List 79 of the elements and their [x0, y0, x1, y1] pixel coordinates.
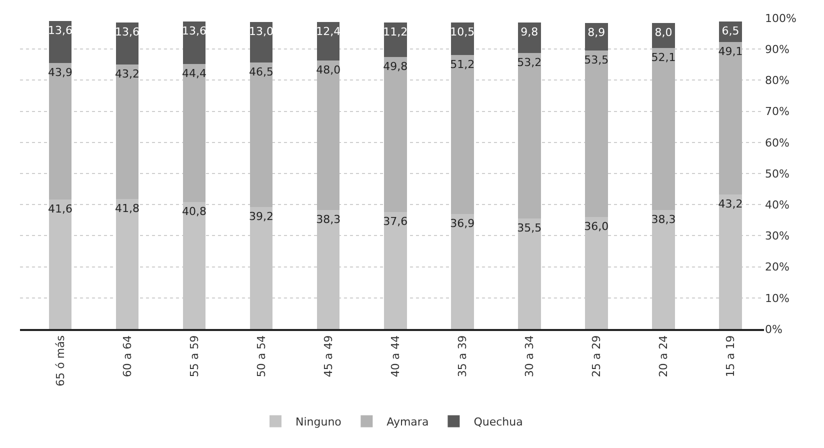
data-label: 9,8 — [520, 26, 538, 39]
bar — [250, 62, 273, 208]
data-label: 46,5 — [249, 65, 274, 78]
legend-label: Aymara — [386, 416, 429, 429]
data-label: 13,6 — [182, 24, 207, 38]
data-label: 44,4 — [182, 67, 207, 80]
data-label: 53,2 — [517, 56, 542, 70]
x-tick-label: 20 a 24 — [657, 335, 670, 378]
data-label: 8,0 — [654, 26, 672, 39]
y-tick-label: 70% — [765, 105, 790, 118]
bar — [316, 60, 340, 210]
bar — [585, 50, 608, 218]
x-tick-label: 25 a 29 — [590, 335, 604, 378]
bar — [316, 22, 340, 61]
y-tick-label: 60% — [765, 136, 790, 150]
x-tick-label: 40 a 44 — [388, 335, 402, 378]
x-tick-label: 35 a 39 — [456, 335, 469, 378]
bar — [182, 22, 206, 64]
data-label: 13,6 — [114, 25, 140, 38]
data-label: 13,0 — [249, 25, 274, 38]
data-label: 35,5 — [517, 222, 542, 235]
x-tick-label: 30 a 34 — [522, 335, 536, 378]
data-label: 51,2 — [450, 58, 475, 72]
bar — [384, 22, 407, 58]
data-label: 52,1 — [651, 50, 676, 64]
data-label: 43,2 — [718, 198, 743, 211]
data-label: 41,6 — [48, 202, 72, 216]
data-label: 6,5 — [722, 24, 740, 38]
bar — [48, 63, 72, 200]
y-tick-label: 80% — [765, 74, 790, 88]
y-tick-label: 20% — [765, 260, 790, 274]
bar — [652, 48, 675, 210]
x-tick-label: 60 a 64 — [120, 335, 134, 378]
x-tick-label: 15 a 19 — [724, 335, 738, 378]
y-tick-label: 40% — [765, 198, 790, 212]
data-label: 13,6 — [48, 24, 72, 37]
y-tick-label: 10% — [765, 292, 790, 305]
x-tick-label: 45 a 49 — [322, 335, 335, 378]
legend-label: Ninguno — [296, 416, 342, 429]
y-tick-label: 30% — [765, 230, 790, 243]
data-label: 10,5 — [450, 25, 475, 38]
bar — [719, 42, 742, 195]
x-tick-label: 55 a 59 — [188, 335, 201, 378]
y-tick-label: 100% — [765, 12, 796, 25]
x-tick-label: 65 ó más — [54, 335, 67, 386]
data-label: 11,2 — [383, 25, 408, 38]
bar — [518, 22, 541, 54]
x-tick-label: 50 a 54 — [254, 335, 268, 378]
data-label: 53,5 — [584, 54, 609, 67]
data-label: 48,0 — [316, 64, 341, 77]
data-label: 39,2 — [249, 210, 274, 224]
data-label: 38,3 — [316, 212, 341, 226]
data-label: 38,3 — [651, 212, 676, 226]
data-label: 43,9 — [48, 66, 72, 80]
bar — [250, 22, 273, 62]
bar — [384, 57, 407, 212]
data-label: 41,8 — [114, 202, 140, 215]
data-label: 36,9 — [450, 217, 475, 230]
bar — [450, 55, 474, 214]
bar — [48, 200, 72, 329]
bar — [518, 53, 541, 219]
data-label: 40,8 — [182, 205, 207, 218]
data-label: 8,9 — [588, 26, 606, 39]
bar — [116, 64, 139, 199]
data-label: 12,4 — [316, 25, 341, 38]
bar — [450, 214, 474, 329]
y-tick-label: 90% — [765, 42, 790, 56]
bar — [116, 22, 139, 65]
y-tick-label: 0% — [765, 322, 782, 336]
data-label: 49,1 — [718, 44, 743, 58]
data-label: 37,6 — [383, 215, 408, 228]
data-label: 36,0 — [584, 220, 609, 234]
data-label: 43,2 — [114, 68, 140, 81]
bar — [450, 22, 474, 56]
legend-label: Quechua — [474, 416, 523, 429]
y-tick-label: 50% — [765, 167, 790, 180]
bar — [48, 20, 72, 64]
bar — [182, 64, 206, 202]
data-label: 49,8 — [383, 60, 408, 74]
